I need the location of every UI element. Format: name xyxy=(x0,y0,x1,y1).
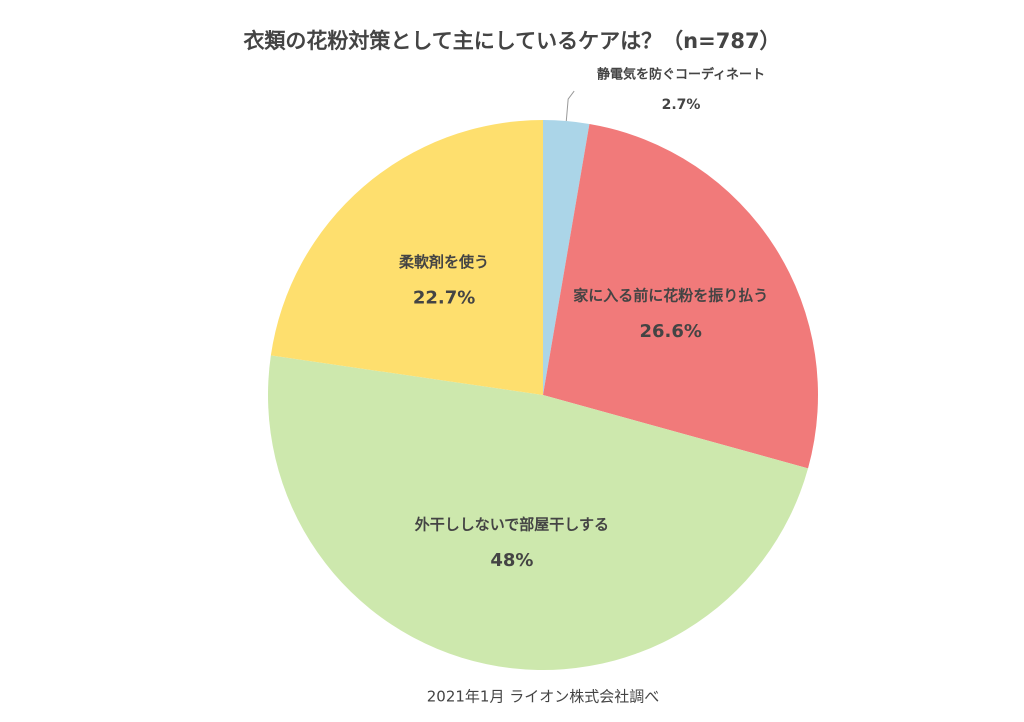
pie-slice xyxy=(543,123,818,469)
slice-value: 2.7% xyxy=(662,97,701,113)
slice-value: 48% xyxy=(490,550,533,571)
slice-label: 外干ししないで部屋干しする xyxy=(414,516,609,534)
pie-slice xyxy=(543,120,590,395)
slice-label: 静電気を防ぐコーディネート xyxy=(597,67,765,83)
chart-title: 衣類の花粉対策として主にしているケアは？（n=787） xyxy=(243,29,780,53)
slice-value: 26.6% xyxy=(639,321,701,342)
slice-label: 柔軟剤を使う xyxy=(399,253,489,271)
pie-slice xyxy=(268,355,809,670)
source-note: 2021年1月 ライオン株式会社調べ xyxy=(427,688,660,706)
slice-label: 家に入る前に花粉を振り払う xyxy=(573,286,768,304)
leader-line xyxy=(565,90,575,122)
pie-slice xyxy=(270,120,543,395)
slice-value: 22.7% xyxy=(413,288,475,309)
